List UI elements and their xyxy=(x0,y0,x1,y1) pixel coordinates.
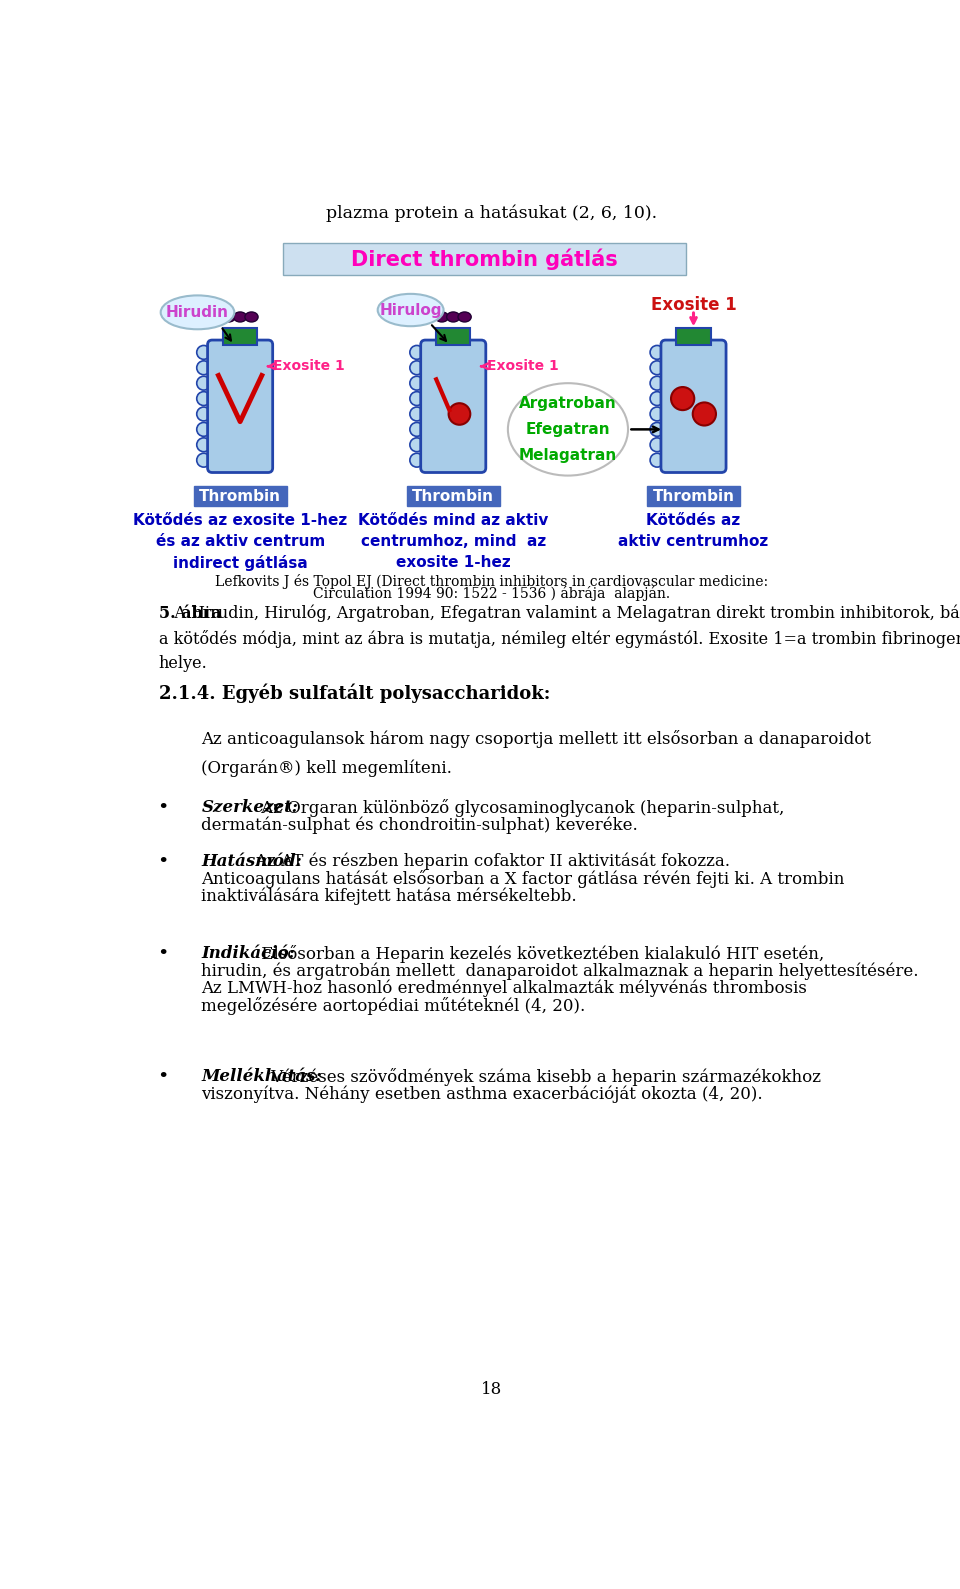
FancyBboxPatch shape xyxy=(223,327,257,345)
Circle shape xyxy=(410,453,423,467)
Circle shape xyxy=(197,453,210,467)
Circle shape xyxy=(410,345,423,359)
Text: inaktiválására kifejtett hatása mérsékeltebb.: inaktiválására kifejtett hatása mérsékel… xyxy=(202,887,577,904)
Text: Thrombin: Thrombin xyxy=(412,489,494,504)
Circle shape xyxy=(197,377,210,391)
Text: 5. ábra: 5. ábra xyxy=(158,605,222,621)
Text: Kötődés az
aktiv centrumhoz: Kötődés az aktiv centrumhoz xyxy=(618,513,769,548)
Circle shape xyxy=(410,407,423,421)
Circle shape xyxy=(650,391,664,405)
Circle shape xyxy=(650,345,664,359)
Circle shape xyxy=(197,361,210,375)
Text: Direct thrombin gátlás: Direct thrombin gátlás xyxy=(350,248,617,270)
Text: Lefkovits J és Topol EJ (Direct thrombin inhibitors in cardiovascular medicine:: Lefkovits J és Topol EJ (Direct thrombin… xyxy=(215,574,769,590)
FancyBboxPatch shape xyxy=(283,243,685,275)
Text: Anticoagulans hatását elsősorban a X factor gátlása révén fejti ki. A trombin: Anticoagulans hatását elsősorban a X fac… xyxy=(202,869,845,888)
Text: Exosite 1: Exosite 1 xyxy=(487,359,559,373)
Text: Kötődés mind az aktiv
centrumhoz, mind  az
exosite 1-hez: Kötődés mind az aktiv centrumhoz, mind a… xyxy=(358,513,548,569)
Text: Kötődés az exosite 1-hez
és az aktiv centrum
indirect gátlása: Kötődés az exosite 1-hez és az aktiv cen… xyxy=(133,513,348,570)
Ellipse shape xyxy=(245,311,258,323)
Circle shape xyxy=(197,407,210,421)
Text: Hirulog: Hirulog xyxy=(379,302,442,318)
Text: viszonyítva. Néhány esetben asthma exacerbációját okozta (4, 20).: viszonyítva. Néhány esetben asthma exace… xyxy=(202,1085,763,1103)
Ellipse shape xyxy=(160,296,234,329)
Text: hirudin, és argatrobán mellett  danaparoidot alkalmaznak a heparin helyettesítés: hirudin, és argatrobán mellett danaparoi… xyxy=(202,963,919,980)
Text: 18: 18 xyxy=(481,1381,503,1398)
Circle shape xyxy=(650,361,664,375)
Ellipse shape xyxy=(233,311,247,323)
Circle shape xyxy=(410,423,423,437)
Text: Exosite 1: Exosite 1 xyxy=(274,359,346,373)
FancyBboxPatch shape xyxy=(420,340,486,472)
Text: •: • xyxy=(156,799,168,817)
Text: Thrombin: Thrombin xyxy=(653,489,734,504)
FancyBboxPatch shape xyxy=(194,486,287,507)
Circle shape xyxy=(650,453,664,467)
Ellipse shape xyxy=(458,311,471,323)
Text: Mellékhatás:: Mellékhatás: xyxy=(202,1068,322,1085)
Circle shape xyxy=(448,404,470,424)
FancyBboxPatch shape xyxy=(677,327,710,345)
Text: Thrombin: Thrombin xyxy=(199,489,281,504)
Text: Az AT és részben heparin cofaktor II aktivitását fokozza.: Az AT és részben heparin cofaktor II akt… xyxy=(251,853,731,871)
Text: 2.1.4. Egyéb sulfatált polysaccharidok:: 2.1.4. Egyéb sulfatált polysaccharidok: xyxy=(158,683,550,702)
Ellipse shape xyxy=(377,294,444,326)
Circle shape xyxy=(410,439,423,451)
Text: •: • xyxy=(156,853,168,871)
Circle shape xyxy=(693,402,716,426)
FancyBboxPatch shape xyxy=(207,340,273,472)
Text: megelőzésére aortopédiai műtéteknél (4, 20).: megelőzésére aortopédiai műtéteknél (4, … xyxy=(202,996,586,1014)
Ellipse shape xyxy=(435,311,448,323)
Text: Vérzéses szövődmények száma kisebb a heparin származékokhoz: Vérzéses szövődmények száma kisebb a hep… xyxy=(267,1068,822,1087)
Text: •: • xyxy=(156,1068,168,1087)
Text: Exosite 1: Exosite 1 xyxy=(651,296,736,313)
Text: Az Orgaran különböző glycosaminoglycanok (heparin-sulphat,: Az Orgaran különböző glycosaminoglycanok… xyxy=(255,799,784,817)
Circle shape xyxy=(197,439,210,451)
Text: Circulation 1994 90: 1522 - 1536 ) ábrája  alapján.: Circulation 1994 90: 1522 - 1536 ) ábráj… xyxy=(313,586,671,602)
FancyBboxPatch shape xyxy=(660,340,726,472)
Text: Szerkezet:: Szerkezet: xyxy=(202,799,299,817)
Text: Az anticoagulansok három nagy csoportja mellett itt elsősorban a danaparoidot
(O: Az anticoagulansok három nagy csoportja … xyxy=(202,729,872,777)
FancyBboxPatch shape xyxy=(436,327,470,345)
Text: Indikáció:: Indikáció: xyxy=(202,945,296,963)
Text: Az LMWH-hoz hasonló eredménnyel alkalmazták mélyvénás thrombosis: Az LMWH-hoz hasonló eredménnyel alkalmaz… xyxy=(202,979,807,996)
FancyBboxPatch shape xyxy=(647,486,740,507)
Text: •: • xyxy=(156,945,168,963)
Circle shape xyxy=(650,423,664,437)
Circle shape xyxy=(410,377,423,391)
Text: Argatroban
Efegatran
Melagatran: Argatroban Efegatran Melagatran xyxy=(518,396,617,462)
Circle shape xyxy=(197,345,210,359)
Circle shape xyxy=(197,423,210,437)
Text: A Hirudin, Hirulóg, Argatroban, Efegatran valamint a Melagatran direkt trombin i: A Hirudin, Hirulóg, Argatroban, Efegatra… xyxy=(158,605,960,672)
Circle shape xyxy=(197,391,210,405)
Ellipse shape xyxy=(508,383,628,475)
Ellipse shape xyxy=(446,311,460,323)
Text: plazma protein a hatásukat (2, 6, 10).: plazma protein a hatásukat (2, 6, 10). xyxy=(326,205,658,222)
Text: Elsősorban a Heparin kezelés következtében kialakuló HIT esetén,: Elsősorban a Heparin kezelés következtéb… xyxy=(255,945,824,963)
Circle shape xyxy=(410,361,423,375)
Text: Hirudin: Hirudin xyxy=(166,305,229,319)
Circle shape xyxy=(410,391,423,405)
FancyBboxPatch shape xyxy=(407,486,500,507)
Circle shape xyxy=(650,377,664,391)
Text: Hatásmód:: Hatásmód: xyxy=(202,853,302,869)
Text: dermatán-sulphat és chondroitin-sulphat) keveréke.: dermatán-sulphat és chondroitin-sulphat)… xyxy=(202,817,638,834)
Circle shape xyxy=(650,407,664,421)
Ellipse shape xyxy=(222,311,235,323)
Circle shape xyxy=(671,388,694,410)
Circle shape xyxy=(650,439,664,451)
